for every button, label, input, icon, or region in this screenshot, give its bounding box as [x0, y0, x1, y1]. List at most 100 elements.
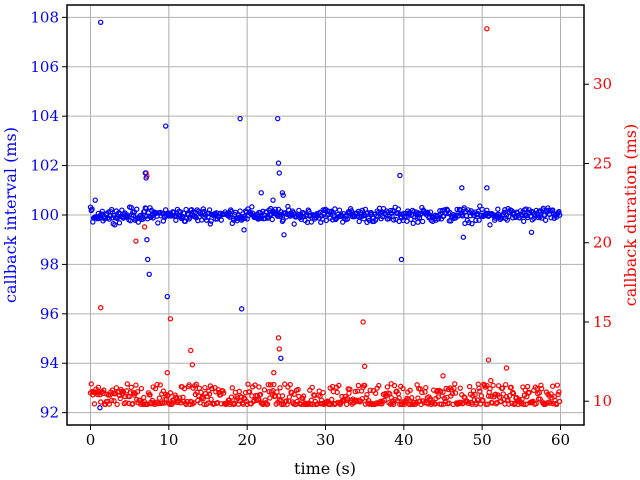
interval-point	[466, 219, 472, 226]
interval-point	[116, 220, 123, 226]
duration-point	[133, 238, 139, 244]
duration-point	[388, 381, 394, 387]
duration-point	[208, 396, 214, 403]
duration-point	[167, 390, 174, 396]
duration-point	[476, 385, 482, 391]
duration-point	[277, 385, 283, 391]
duration-point	[120, 388, 127, 395]
interval-point	[296, 207, 302, 214]
duration-point	[522, 387, 528, 393]
duration-point	[202, 384, 208, 391]
interval-point	[457, 207, 463, 213]
interval-point	[237, 208, 243, 214]
interval-point	[238, 306, 245, 312]
duration-point	[261, 387, 268, 393]
duration-point	[457, 385, 463, 391]
duration-point	[438, 401, 445, 407]
interval-point	[241, 227, 247, 233]
interval-point	[146, 271, 152, 277]
interval-point	[556, 209, 562, 215]
tick-marks: 0 10 20 30 40 50 60 92 94 96 98 100 102 104 106 108 10 15…	[30, 8, 612, 449]
interval-point	[119, 207, 125, 213]
interval-point	[249, 204, 255, 210]
interval-point	[145, 210, 152, 216]
y-left-tick-label: 98	[40, 255, 59, 273]
duration-point	[556, 389, 562, 395]
duration-point	[423, 384, 429, 391]
duration-point	[271, 369, 277, 376]
duration-point	[188, 347, 194, 354]
duration-point	[361, 382, 368, 389]
duration-point	[538, 382, 544, 388]
duration-point	[520, 401, 527, 408]
duration-point	[181, 385, 188, 392]
duration-point	[309, 384, 315, 391]
interval-point	[155, 220, 161, 226]
y-right-axis-label: callback duration (ms)	[621, 124, 640, 306]
duration-point	[488, 399, 495, 405]
duration-point	[279, 393, 286, 399]
duration-point	[347, 386, 353, 392]
x-tick-label: 50	[473, 431, 492, 449]
duration-point	[91, 401, 98, 407]
interval-point	[280, 217, 286, 223]
duration-point	[211, 400, 217, 407]
duration-point	[343, 401, 350, 408]
duration-point	[329, 396, 335, 403]
x-tick-label: 60	[551, 431, 570, 449]
interval-point	[272, 206, 279, 212]
duration-point	[130, 401, 136, 407]
duration-point	[124, 381, 131, 387]
interval-point	[487, 222, 493, 228]
duration-point	[547, 400, 554, 406]
interval-point	[366, 217, 373, 224]
duration-point	[101, 387, 107, 393]
duration-point	[449, 390, 456, 397]
duration-point	[519, 396, 525, 402]
y-right-tick-label: 25	[593, 154, 612, 172]
interval-point	[99, 208, 105, 214]
y-left-tick-label: 94	[40, 354, 59, 372]
y-left-tick-label: 102	[30, 157, 59, 175]
interval-point	[279, 190, 286, 196]
interval-point	[162, 123, 169, 129]
interval-point	[89, 206, 95, 212]
interval-point	[206, 207, 213, 213]
interval-point	[419, 218, 426, 225]
duration-point	[452, 390, 459, 396]
duration-point	[206, 391, 213, 397]
interval-point	[125, 214, 131, 220]
interval-point	[218, 217, 225, 223]
duration-point	[487, 386, 493, 392]
duration-point	[236, 388, 243, 395]
x-tick-label: 30	[316, 431, 335, 449]
duration-point	[503, 365, 510, 371]
y-left-tick-label: 92	[40, 404, 59, 422]
duration-point	[408, 395, 415, 401]
duration-point	[536, 390, 543, 396]
duration-point	[381, 397, 387, 404]
duration-point	[128, 384, 134, 391]
duration-point	[466, 383, 473, 390]
interval-point	[143, 175, 149, 181]
duration-point	[478, 393, 485, 399]
y-left-tick-label: 104	[30, 107, 59, 125]
interval-point	[97, 19, 104, 25]
duration-point	[440, 373, 446, 379]
duration-point	[147, 392, 153, 398]
interval-point	[275, 160, 282, 166]
duration-point	[440, 389, 446, 395]
duration-point	[220, 390, 227, 396]
interval-point	[410, 220, 416, 227]
duration-point	[376, 382, 382, 389]
y-right-tick-label: 20	[593, 234, 612, 252]
duration-point	[390, 401, 397, 408]
interval-point	[270, 197, 276, 203]
interval-point	[454, 206, 460, 213]
interval-point	[524, 214, 531, 221]
duration-point	[295, 386, 301, 393]
duration-point	[256, 384, 262, 390]
interval-point	[144, 237, 150, 243]
duration-point	[320, 389, 326, 396]
